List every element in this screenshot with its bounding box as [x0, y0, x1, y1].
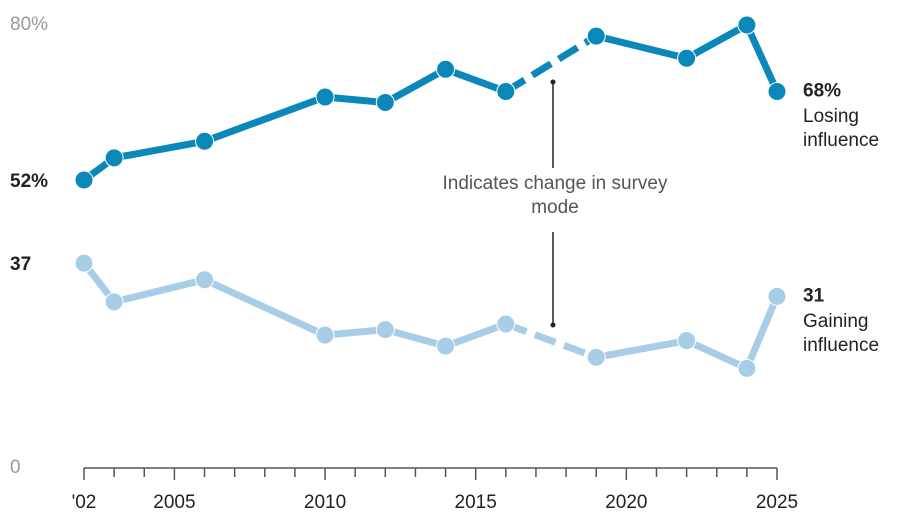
point	[104, 148, 124, 168]
value-label: 52%	[10, 171, 48, 192]
point	[104, 292, 124, 312]
line-segment	[321, 326, 389, 339]
x-tick-label: '02	[72, 492, 97, 513]
point	[195, 270, 215, 290]
line-segment	[381, 326, 450, 350]
point	[375, 320, 395, 340]
line-segment	[110, 276, 209, 306]
line-segment	[381, 65, 450, 107]
line-segment	[743, 21, 781, 95]
point	[496, 314, 516, 334]
line-segment	[503, 33, 599, 95]
point	[737, 15, 757, 35]
value-label: 31	[803, 285, 825, 306]
annotation-dot	[550, 79, 556, 85]
x-tick-label: 2015	[455, 492, 497, 513]
point	[677, 331, 697, 351]
point	[767, 286, 787, 306]
point	[315, 325, 335, 345]
point	[74, 170, 94, 190]
point	[767, 81, 787, 101]
series-label: Losing influence	[803, 106, 880, 152]
line-segment	[201, 276, 329, 339]
point	[677, 48, 697, 68]
line-segment	[442, 320, 510, 350]
line-segment	[683, 337, 751, 372]
line-segment	[592, 32, 691, 62]
point	[586, 26, 606, 46]
line-segment	[442, 65, 510, 95]
line-segment	[110, 137, 209, 162]
line-segment	[321, 93, 389, 107]
line-segment	[592, 337, 691, 361]
x-tick-label: 2005	[153, 492, 195, 513]
point	[74, 253, 94, 273]
point	[315, 87, 335, 107]
line-segment	[683, 21, 751, 62]
line-segment	[504, 320, 598, 361]
y-tick-label: 0	[10, 457, 21, 478]
line-segment	[743, 292, 781, 372]
point	[375, 93, 395, 113]
series-label: Gaining influence	[803, 311, 880, 357]
annotation: Indicates change in survey mode	[442, 173, 668, 218]
point	[496, 81, 516, 101]
point	[195, 131, 215, 151]
line-segment	[201, 93, 329, 145]
x-tick-label: 2010	[304, 492, 346, 513]
x-tick-label: 2020	[605, 492, 647, 513]
annotation-dot	[550, 322, 556, 328]
point	[436, 59, 456, 79]
x-tick-label: 2025	[756, 492, 798, 513]
point	[586, 347, 606, 367]
value-label: 68%	[803, 80, 841, 101]
point	[436, 336, 456, 356]
y-tick-label: 80%	[10, 14, 48, 35]
value-label: 37	[10, 254, 31, 275]
point	[737, 358, 757, 378]
